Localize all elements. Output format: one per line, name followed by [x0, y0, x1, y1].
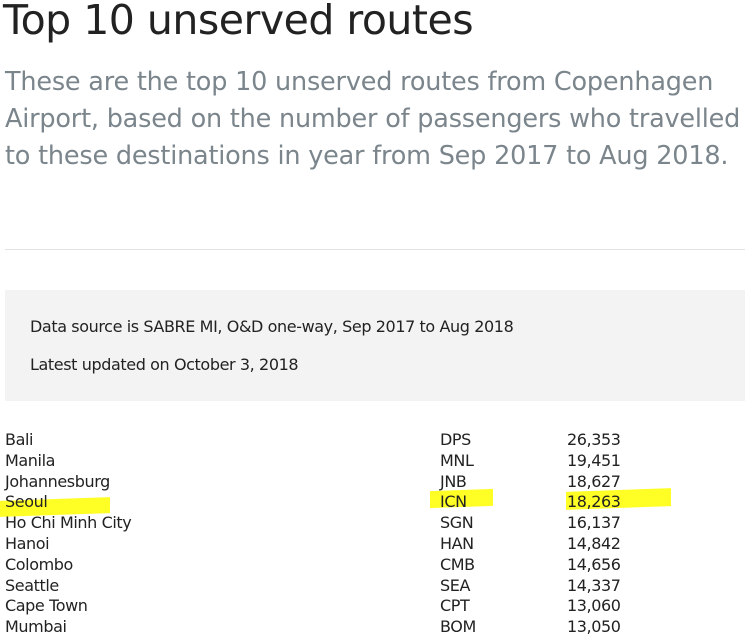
table-row: Seattle SEA 14,337	[0, 575, 752, 596]
table-row: Manila MNL 19,451	[0, 450, 752, 471]
route-passengers: 13,050	[567, 617, 621, 637]
routes-table: Bali DPS 26,353 Manila MNL 19,451 Johannesburg…	[0, 429, 752, 637]
route-code: ICN	[440, 492, 467, 512]
route-city: Hanoi	[5, 533, 50, 553]
route-city: Seattle	[5, 575, 59, 595]
route-passengers: 18,263	[567, 492, 621, 512]
route-code: JNB	[440, 471, 467, 491]
route-passengers: 14,842	[567, 533, 621, 553]
route-code: DPS	[440, 430, 471, 449]
info-box: Data source is SABRE MI, O&D one-way, Se…	[5, 290, 745, 401]
route-city: Ho Chi Minh City	[5, 513, 132, 533]
data-source-text: Data source is SABRE MI, O&D one-way, Se…	[30, 317, 514, 336]
page-title: Top 10 unserved routes	[3, 0, 474, 44]
route-code: HAN	[440, 533, 474, 553]
table-row: Mumbai BOM 13,050	[0, 616, 752, 637]
route-code: SGN	[440, 513, 474, 533]
route-passengers: 14,656	[567, 554, 621, 574]
route-city: Mumbai	[5, 617, 67, 637]
route-passengers: 18,627	[567, 471, 621, 491]
route-code: CMB	[440, 554, 475, 574]
route-code: BOM	[440, 617, 476, 637]
route-passengers: 26,353	[567, 430, 621, 449]
route-city: Seoul	[5, 492, 48, 512]
table-row: Colombo CMB 14,656	[0, 554, 752, 575]
table-row: Seoul ICN 18,263	[0, 491, 752, 512]
updated-text: Latest updated on October 3, 2018	[30, 355, 299, 374]
page-subtitle: These are the top 10 unserved routes fro…	[5, 67, 741, 171]
table-row: Ho Chi Minh City SGN 16,137	[0, 512, 752, 533]
route-passengers: 13,060	[567, 596, 621, 616]
route-code: CPT	[440, 596, 470, 616]
route-city: Bali	[5, 430, 34, 449]
route-code: SEA	[440, 575, 471, 595]
route-passengers: 16,137	[567, 513, 621, 533]
route-city: Manila	[5, 450, 56, 470]
divider	[5, 249, 745, 250]
route-code: MNL	[440, 450, 474, 470]
route-city: Cape Town	[5, 596, 88, 616]
table-row: Johannesburg JNB 18,627	[0, 471, 752, 492]
table-row: Hanoi HAN 14,842	[0, 533, 752, 554]
route-city: Johannesburg	[5, 471, 110, 491]
route-city: Colombo	[5, 554, 73, 574]
route-passengers: 14,337	[567, 575, 621, 595]
table-row: Bali DPS 26,353	[0, 429, 752, 450]
route-passengers: 19,451	[567, 450, 621, 470]
table-row: Cape Town CPT 13,060	[0, 595, 752, 616]
